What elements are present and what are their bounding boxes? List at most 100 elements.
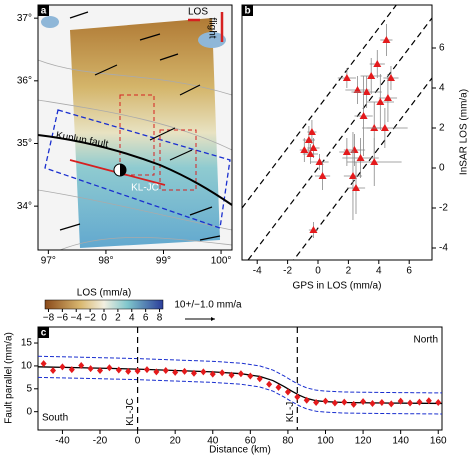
point: [341, 398, 348, 406]
point: [153, 368, 160, 376]
x-tick-label: 80: [282, 436, 294, 447]
point: [97, 366, 104, 374]
point: [359, 112, 368, 119]
panel-label: b: [244, 6, 250, 17]
marker-label: KL-JC: [125, 398, 136, 426]
point: [181, 367, 188, 375]
x-tick-label: 4: [376, 266, 382, 277]
profile-label: KL-JC: [131, 183, 159, 194]
point: [307, 128, 316, 135]
point: [313, 399, 320, 407]
plot-area: [38, 327, 442, 430]
panel-label: a: [41, 6, 47, 17]
point: [309, 226, 318, 233]
point: [294, 393, 301, 401]
point: [376, 98, 385, 105]
point: [383, 94, 392, 101]
point: [380, 124, 389, 131]
y-tick-label: 10: [21, 361, 33, 372]
point: [331, 399, 338, 407]
flight-label: flight: [206, 17, 217, 38]
y-tick-label: 35°: [17, 138, 32, 149]
x-tick-label: 60: [245, 436, 257, 447]
point: [162, 366, 169, 374]
point: [172, 368, 179, 376]
y-tick-label: 15: [21, 338, 33, 349]
x-tick-label: 140: [392, 436, 409, 447]
fit-upper: [38, 355, 442, 394]
plot-frame: [37, 326, 443, 431]
colorbar-tick-label: 0: [101, 313, 107, 324]
point: [303, 396, 310, 404]
point: [190, 369, 197, 377]
vector-legend: 10+/−1.0 mm/a: [174, 300, 242, 311]
north-label: North: [414, 335, 438, 346]
x-tick-label: 0: [135, 436, 141, 447]
x-tick-label: 120: [355, 436, 372, 447]
marker-label: KL-J: [285, 402, 296, 423]
south-label: South: [42, 413, 68, 424]
y-tick-label: 37°: [17, 13, 32, 24]
point: [382, 36, 391, 43]
point: [106, 364, 113, 372]
point: [360, 398, 367, 406]
point: [306, 150, 315, 157]
y-tick-label: 0: [26, 406, 32, 417]
point: [370, 124, 379, 131]
panel-label: c: [41, 328, 47, 339]
point: [350, 146, 359, 153]
x-tick-label: 20: [170, 436, 182, 447]
x-tick-label: 99°: [156, 256, 171, 267]
x-tick-label: 160: [430, 436, 447, 447]
plot-frame: [241, 4, 433, 261]
point: [266, 380, 273, 388]
point: [228, 371, 235, 379]
y-tick-label: 34°: [17, 201, 32, 212]
los-label: LOS: [188, 7, 208, 18]
point: [219, 369, 226, 377]
point: [304, 136, 313, 143]
point: [367, 72, 376, 79]
point: [370, 158, 379, 165]
point: [318, 172, 327, 179]
fit-line: [38, 366, 442, 405]
point: [369, 399, 376, 407]
colorbar-tick-label: −6: [57, 313, 69, 324]
point: [342, 148, 351, 155]
point: [378, 399, 385, 407]
point: [352, 184, 360, 191]
point: [416, 398, 423, 406]
point: [68, 366, 75, 374]
x-tick-label: 2: [346, 266, 352, 277]
point: [388, 400, 395, 408]
colorbar-tick-label: 2: [115, 313, 121, 324]
plot-frame: [37, 4, 233, 251]
x-tick-label: 97°: [41, 256, 56, 267]
reference-line: [247, 17, 432, 260]
colorbar-tick-label: 6: [143, 313, 149, 324]
y-tick-label: -4: [439, 243, 448, 254]
point: [350, 400, 357, 408]
colorbar-tick-label: 4: [129, 313, 135, 324]
point: [50, 366, 57, 374]
point: [309, 144, 318, 151]
y-tick-label: 5: [26, 383, 32, 394]
point: [348, 172, 357, 179]
fit-lower: [38, 376, 442, 415]
point: [386, 74, 395, 81]
point: [275, 383, 282, 391]
colorbar-tick-label: −2: [84, 313, 96, 324]
y-axis-label: Fault parallel (mm/a): [4, 332, 15, 424]
x-tick-label: 100°: [211, 256, 232, 267]
x-axis-label: GPS in LOS (mm/a): [293, 281, 382, 292]
point: [315, 158, 324, 165]
y-tick-label: 4: [439, 83, 445, 94]
point: [237, 370, 244, 378]
point: [407, 399, 414, 407]
colorbar-tick-label: −4: [71, 313, 83, 324]
y-tick-label: 0: [439, 163, 445, 174]
point: [356, 154, 365, 161]
x-tick-label: -2: [283, 266, 292, 277]
point: [115, 366, 122, 374]
point: [87, 365, 94, 373]
